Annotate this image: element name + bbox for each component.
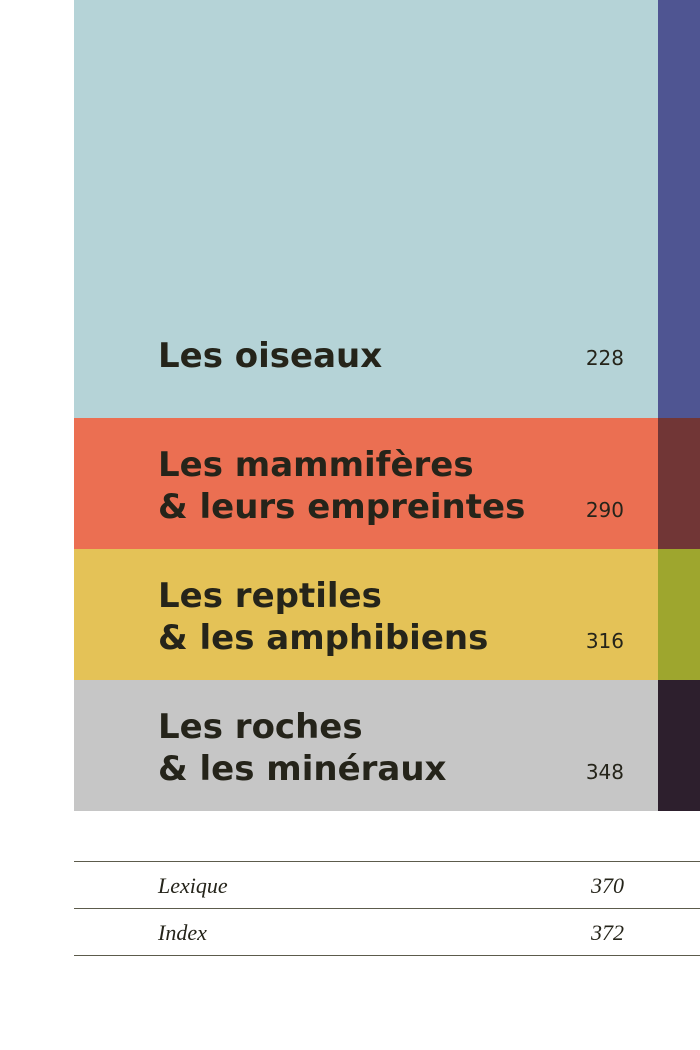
chapter-tab-reptiles <box>658 549 700 680</box>
chapter-tab-mammals <box>658 418 700 549</box>
chapter-band-rocks <box>74 680 658 811</box>
divider <box>74 908 700 909</box>
chapter-title-line: & les amphibiens <box>158 618 489 658</box>
chapter-title-line: & les minéraux <box>158 749 447 789</box>
chapter-title-line: Les mammifères <box>158 445 474 485</box>
chapter-title-line: Les oiseaux <box>158 336 383 376</box>
chapter-page-number: 348 <box>585 760 624 784</box>
back-matter-label-lexique[interactable]: Lexique <box>158 873 228 898</box>
chapter-band-birds <box>74 0 658 418</box>
chapter-title-line: & leurs empreintes <box>158 487 526 527</box>
chapter-tab-birds <box>658 0 700 418</box>
chapter-title-line: Les roches <box>158 707 363 747</box>
chapter-title-birds[interactable]: Les oiseaux <box>158 335 382 377</box>
chapter-page-number: 290 <box>585 498 624 522</box>
chapter-tab-rocks <box>658 680 700 811</box>
chapter-page-number: 228 <box>585 346 624 370</box>
divider <box>74 861 700 862</box>
chapter-title-reptiles[interactable]: Les reptiles & les amphibiens <box>158 575 488 659</box>
chapter-band-reptiles <box>74 549 658 680</box>
back-matter-page-number: 372 <box>591 920 624 945</box>
chapter-page-number: 316 <box>585 629 624 653</box>
back-matter-page-number: 370 <box>591 873 624 898</box>
chapter-title-line: Les reptiles <box>158 576 382 616</box>
divider <box>74 955 700 956</box>
chapter-band-mammals <box>74 418 658 549</box>
back-matter-label-index[interactable]: Index <box>158 920 207 945</box>
chapter-title-mammals[interactable]: Les mammifères & leurs empreintes <box>158 444 525 528</box>
chapter-title-rocks[interactable]: Les roches & les minéraux <box>158 706 446 790</box>
